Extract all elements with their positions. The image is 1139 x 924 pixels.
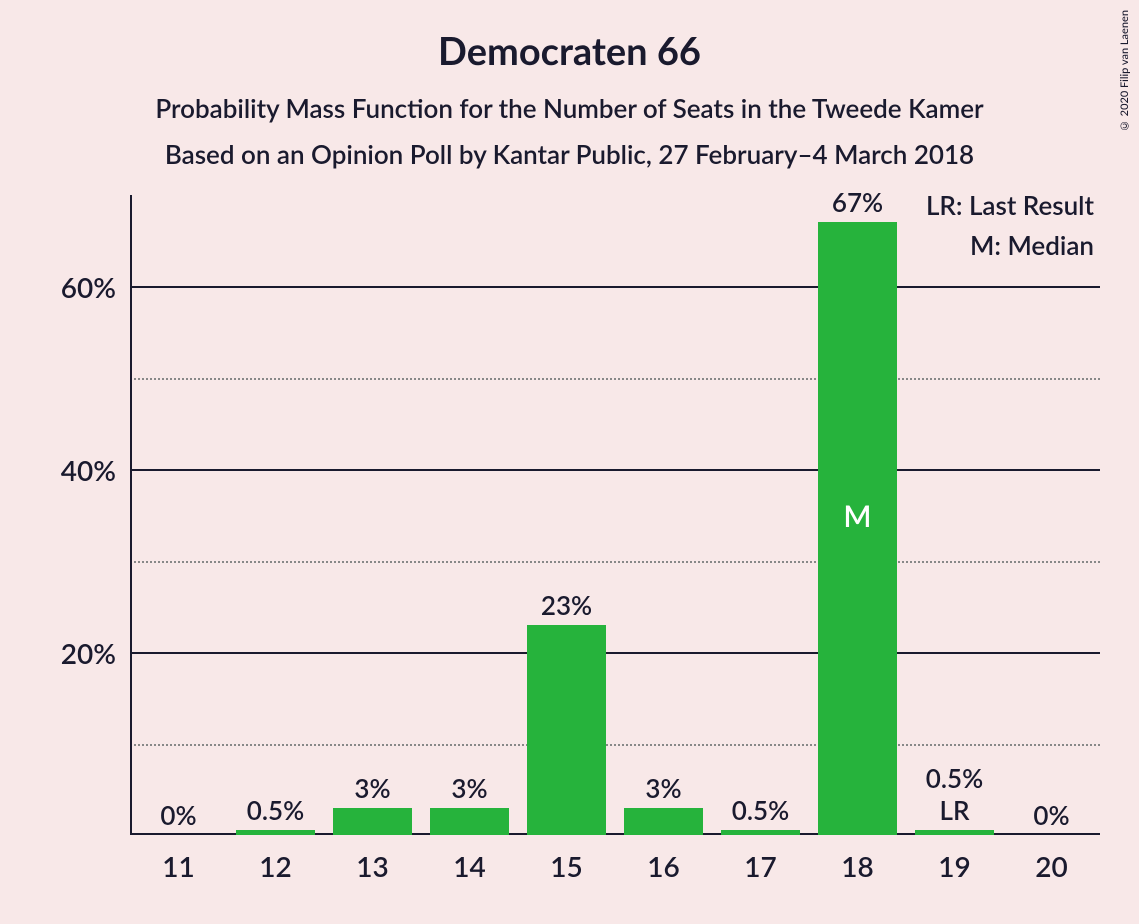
- gridline-minor: [130, 378, 1100, 380]
- gridline-major: [130, 652, 1100, 654]
- x-axis-tick-label: 18: [809, 849, 906, 883]
- bar-value-label: 0%: [1003, 799, 1100, 831]
- bar-value-label: 67%: [809, 186, 906, 218]
- y-axis: [130, 195, 132, 835]
- gridline-major: [130, 286, 1100, 288]
- chart-subtitle-2: Based on an Opinion Poll by Kantar Publi…: [0, 138, 1139, 170]
- bar-value-label: 0%: [130, 799, 227, 831]
- x-axis-tick-label: 12: [227, 849, 324, 883]
- x-axis-tick-label: 15: [518, 849, 615, 883]
- x-axis-tick-label: 20: [1003, 849, 1100, 883]
- bar-value-label: 3%: [324, 772, 421, 804]
- bar: [915, 830, 995, 835]
- bar-value-label: 0.5%: [227, 794, 324, 826]
- chart-title: Democraten 66: [0, 0, 1139, 74]
- y-axis-tick-label: 20%: [26, 636, 116, 670]
- y-axis-tick-label: 40%: [26, 453, 116, 487]
- bar: [430, 808, 510, 835]
- legend-lr: LR: Last Result: [926, 189, 1094, 221]
- x-axis-tick-label: 19: [906, 849, 1003, 883]
- legend-m: M: Median: [970, 229, 1094, 261]
- bar-value-label: 0.5%: [712, 794, 809, 826]
- bar-value-label: 23%: [518, 589, 615, 621]
- gridline-minor: [130, 561, 1100, 563]
- gridline-minor: [130, 744, 1100, 746]
- bar-value-label: 3%: [615, 772, 712, 804]
- last-result-marker: LR: [906, 794, 1003, 826]
- bar-value-label: 0.5%: [906, 762, 1003, 794]
- bar: [236, 830, 316, 835]
- x-axis-tick-label: 11: [130, 849, 227, 883]
- x-axis-tick-label: 13: [324, 849, 421, 883]
- chart-container: © 2020 Filip van Laenen Democraten 66 Pr…: [0, 0, 1139, 924]
- bar: [721, 830, 801, 835]
- x-axis-tick-label: 16: [615, 849, 712, 883]
- gridline-major: [130, 469, 1100, 471]
- chart-subtitle-1: Probability Mass Function for the Number…: [0, 92, 1139, 124]
- y-axis-tick-label: 60%: [26, 270, 116, 304]
- bar: [527, 625, 607, 835]
- x-axis-tick-label: 17: [712, 849, 809, 883]
- plot-area: 20%40%60%0%110.5%123%133%1423%153%160.5%…: [130, 195, 1100, 835]
- median-marker: M: [818, 498, 898, 534]
- copyright-text: © 2020 Filip van Laenen: [1118, 10, 1131, 132]
- bar-value-label: 3%: [421, 772, 518, 804]
- x-axis-tick-label: 14: [421, 849, 518, 883]
- bar: [624, 808, 704, 835]
- bar: [333, 808, 413, 835]
